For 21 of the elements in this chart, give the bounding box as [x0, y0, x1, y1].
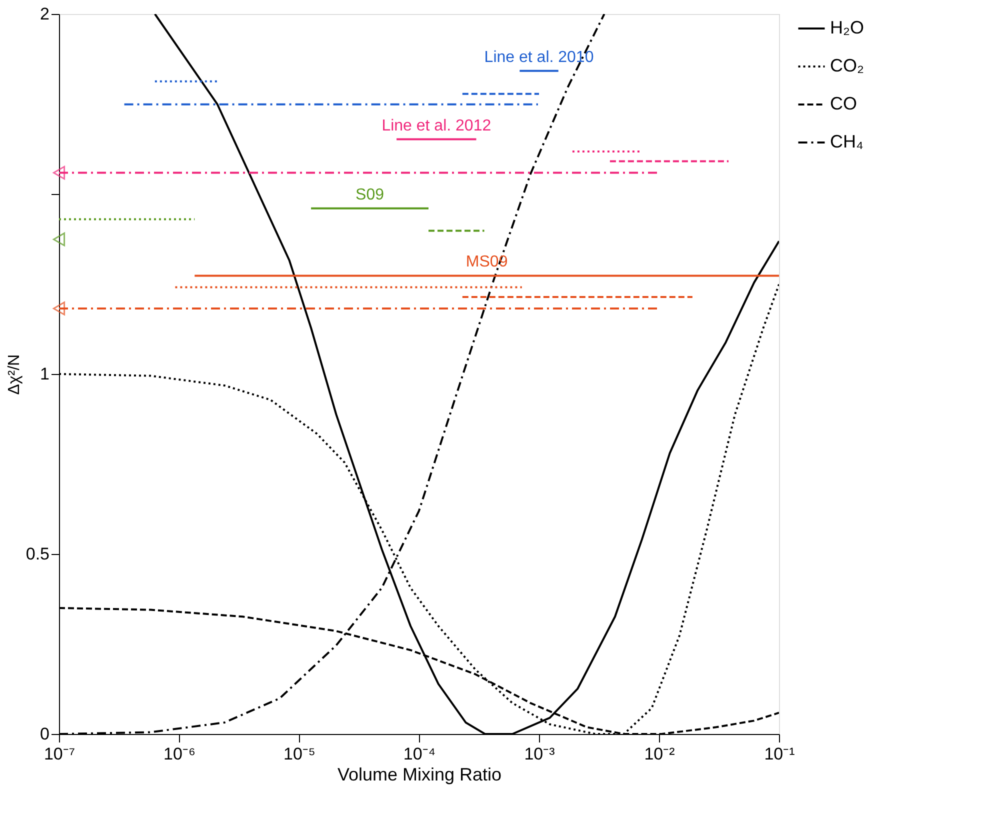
x-tick-label: 10⁻⁴	[403, 744, 436, 764]
x-tick-label: 10⁻⁵	[284, 744, 316, 764]
y-tick-label: 2	[40, 4, 50, 24]
legend-label: CO	[830, 94, 857, 114]
annotation: Line et al. 2010	[484, 48, 594, 66]
y-axis-title: Δχ²/N	[6, 354, 23, 395]
y-tick-label: 0	[40, 724, 50, 744]
x-tick-label: 10⁻⁶	[164, 744, 196, 764]
x-tick-label: 10⁻³	[524, 744, 556, 764]
legend-label: CO₂	[830, 56, 864, 76]
legend-label: CH₄	[830, 132, 864, 152]
x-tick-label: 10⁻¹	[764, 744, 796, 764]
x-axis-title: Volume Mixing Ratio	[337, 764, 502, 784]
x-tick-label: 10⁻⁷	[44, 744, 76, 764]
annotation: MS09	[466, 254, 508, 271]
annotation: S09	[356, 186, 384, 204]
x-tick-label: 10⁻²	[644, 744, 676, 764]
annotation: Line et al. 2012	[382, 117, 492, 134]
legend-label: H₂O	[830, 18, 864, 38]
y-tick-label: 1	[40, 364, 50, 384]
y-tick-label: 0.5	[26, 544, 50, 564]
